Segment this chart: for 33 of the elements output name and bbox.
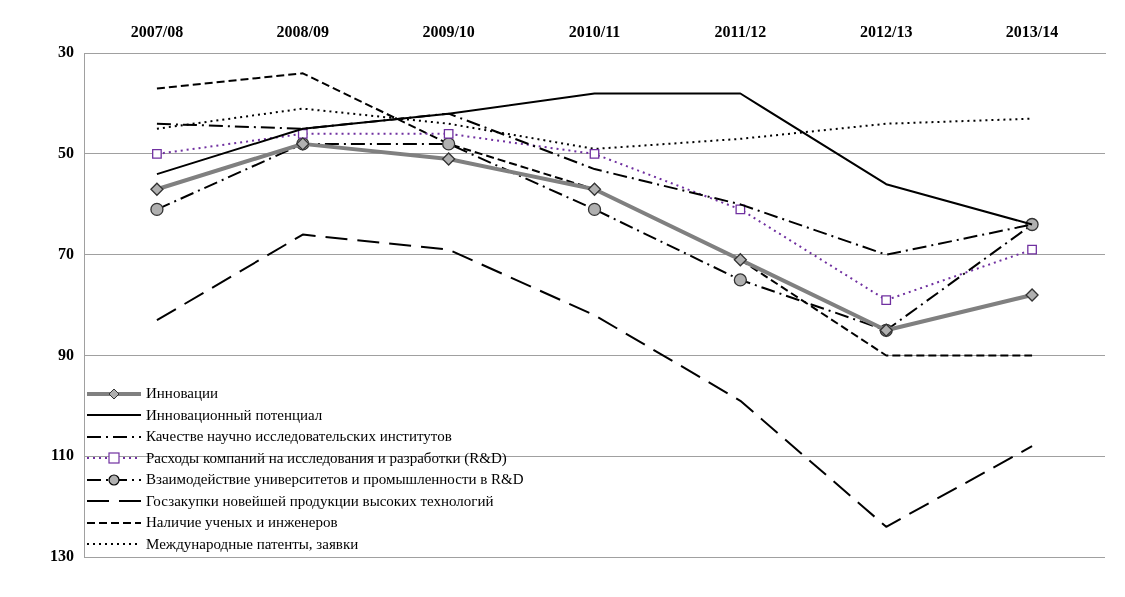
x-tick-label: 2011/12	[714, 22, 767, 40]
y-tick-label: 70	[58, 244, 74, 262]
legend-label: Расходы компаний на исследования и разработки (R&D)	[146, 448, 507, 468]
y-tick-label: 30	[58, 43, 74, 61]
legend-label: Наличие ученых и инженеров	[146, 513, 338, 532]
point	[1025, 288, 1039, 302]
point	[443, 128, 454, 139]
y-tick-label: 130	[50, 547, 74, 565]
legend-label: Качестве научно исследовательских институтов	[146, 427, 452, 446]
legend-label: Инновационный потенциал	[146, 405, 323, 425]
x-tick-label: 2010/11	[568, 22, 621, 40]
legend-label: Инновации	[146, 384, 219, 403]
y-tick-label: 90	[58, 345, 74, 363]
x-tick-label: 2012/13	[859, 22, 913, 40]
point	[150, 182, 164, 196]
point	[735, 204, 746, 215]
point	[1027, 244, 1037, 255]
y-tick-label: 110	[50, 446, 74, 464]
legend-label: Взаимодействие университетов и промышленности в R&D	[146, 470, 524, 489]
point	[733, 253, 748, 267]
point	[881, 295, 892, 305]
x-tick-label: 2007/08	[130, 22, 184, 40]
point	[297, 128, 308, 139]
y-tick-label: 50	[58, 144, 74, 162]
point	[152, 149, 162, 159]
legend-label: Госзакупки новейшей продукции высоких технологий	[146, 491, 494, 511]
point	[441, 152, 456, 166]
point	[587, 182, 602, 196]
point	[589, 149, 600, 159]
x-tick-label: 2008/09	[276, 22, 330, 40]
x-tick-label: 2009/10	[422, 22, 475, 40]
legend-label: Международные патенты, заявки	[146, 534, 359, 554]
x-tick-label: 2013/14	[1005, 22, 1059, 40]
